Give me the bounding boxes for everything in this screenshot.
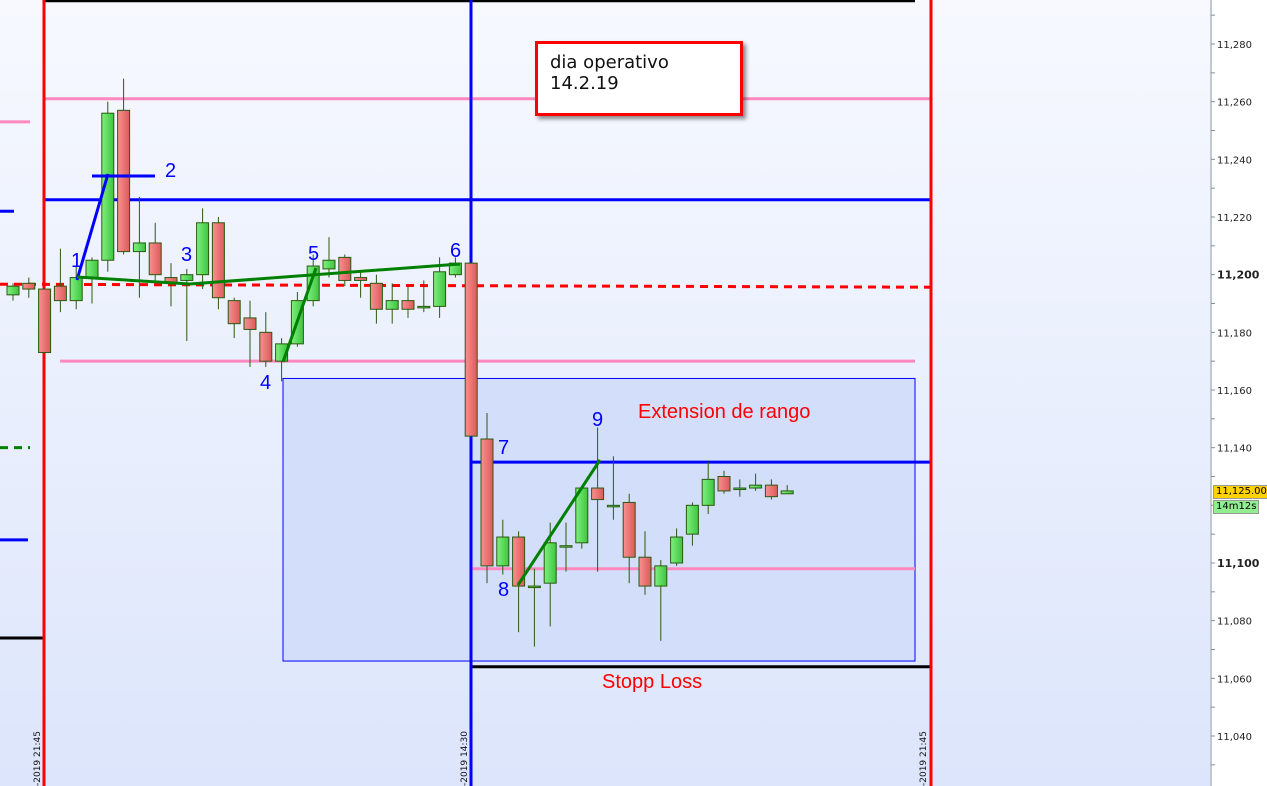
candle-down: [38, 288, 52, 354]
candle-down: [480, 438, 494, 567]
price-tick-label: 11,280: [1217, 40, 1252, 51]
candle-down: [717, 475, 731, 492]
note-text: dia operativo 14.2.19: [550, 52, 669, 94]
candle-down: [401, 300, 415, 310]
candle-up: [306, 265, 320, 302]
countdown-tag: 14m12s: [1213, 500, 1260, 514]
point-label-3: 3: [181, 244, 193, 266]
last-price-tag: 11,125.00: [1213, 485, 1267, 499]
trend-line-4-5: [281, 267, 318, 363]
candle-up: [606, 504, 620, 508]
candle-up: [733, 487, 747, 491]
candle-up: [132, 242, 146, 253]
price-tick-label: 11,180: [1217, 328, 1252, 339]
range-box: [282, 377, 916, 662]
stop-loss-label: Stopp Loss: [602, 671, 703, 693]
trend-line-1-3: [76, 275, 191, 286]
candle-down: [591, 487, 605, 501]
candle-down: [638, 556, 652, 587]
candle-up: [527, 585, 541, 589]
price-tick-label: 11,160: [1217, 386, 1252, 397]
candle-down: [512, 536, 526, 587]
candle-up: [196, 222, 210, 276]
trend-line-1-2: [75, 173, 110, 281]
candle-down: [764, 484, 778, 498]
point-label-8: 8: [498, 579, 510, 601]
candle-down: [243, 317, 257, 330]
candle-up: [543, 542, 557, 584]
trend-line-3-6: [189, 262, 461, 286]
candle-down: [117, 109, 131, 253]
price-tick-label: 11,200: [1217, 269, 1260, 282]
point-label-6: 6: [450, 240, 462, 262]
trend-line-8-9: [516, 459, 602, 586]
point-label-1: 1: [71, 250, 83, 272]
candle-up: [433, 271, 447, 307]
point-label-4: 4: [260, 372, 272, 394]
candle-up: [322, 259, 336, 270]
candle-down: [53, 285, 67, 302]
candle-up: [701, 478, 715, 506]
point-label-9: 9: [592, 409, 604, 431]
price-tick-label: 11,220: [1217, 213, 1252, 224]
candle-down: [227, 300, 241, 325]
point-label-5: 5: [308, 243, 320, 265]
candle-up: [180, 274, 194, 281]
candle-up: [385, 300, 399, 310]
point-label-2: 2: [165, 160, 177, 182]
candle-down: [211, 222, 225, 299]
price-tick-label: 11,240: [1217, 155, 1252, 166]
candle-down: [622, 501, 636, 558]
extension-label: Extension de rango: [638, 401, 811, 423]
candle-down: [259, 331, 273, 362]
price-tick-label: 11,260: [1217, 98, 1252, 109]
candle-up: [749, 484, 763, 489]
price-tick-label: 11,060: [1217, 674, 1252, 685]
candle-down: [148, 242, 162, 276]
candle-up: [69, 277, 83, 302]
candle-up: [670, 536, 684, 564]
time-axis-label: -2019 21:45: [919, 731, 929, 786]
candle-up: [559, 545, 573, 548]
candle-down: [22, 282, 36, 290]
time-axis-label: -2019 14:30: [460, 731, 470, 786]
candle-up: [417, 305, 431, 309]
candle-down: [354, 277, 368, 281]
candle-down: [369, 282, 383, 310]
candle-up: [101, 112, 115, 261]
candle-up: [654, 565, 668, 587]
candle-up: [6, 285, 20, 296]
note-box[interactable]: dia operativo 14.2.19: [535, 41, 743, 116]
price-tick-label: 11,140: [1217, 444, 1252, 455]
price-tick-label: 11,080: [1217, 617, 1252, 628]
candle-up: [85, 259, 99, 279]
point-label-7: 7: [498, 437, 510, 459]
price-tick-label: 11,100: [1217, 557, 1260, 570]
candle-up: [685, 504, 699, 535]
candle-up: [496, 536, 510, 567]
candle-down: [338, 256, 352, 281]
candle-up: [780, 490, 794, 495]
price-axis-background: [1210, 0, 1267, 786]
time-axis-label: -2019 21:45: [33, 731, 43, 786]
candle-down: [464, 262, 478, 437]
price-tick-label: 11,040: [1217, 732, 1252, 743]
